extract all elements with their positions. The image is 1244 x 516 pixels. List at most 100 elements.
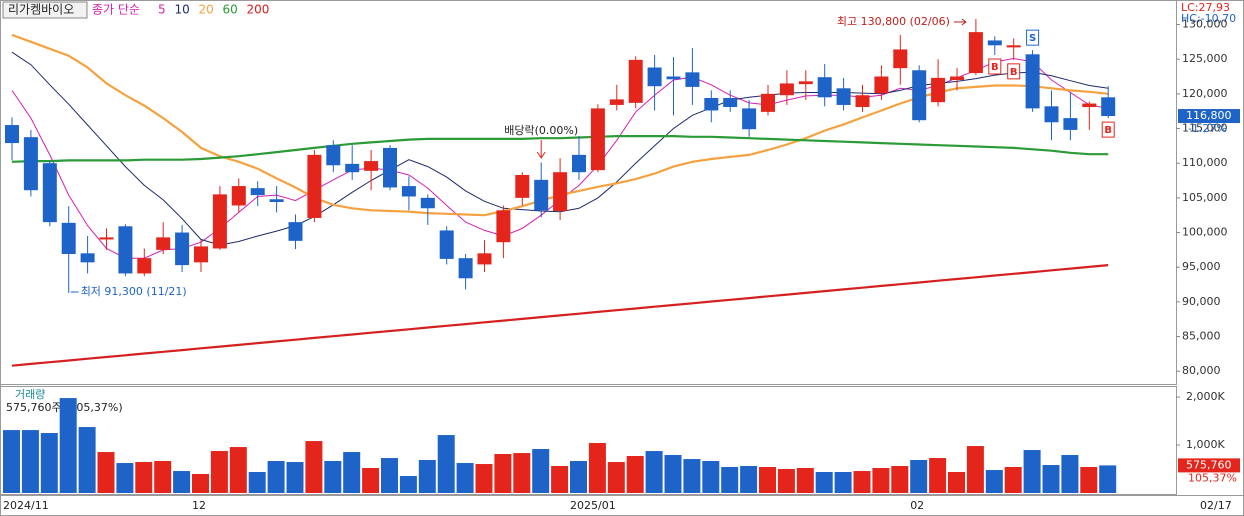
legend-entry: 60 xyxy=(223,3,238,17)
y-tick-label: 105,000 xyxy=(1182,191,1228,204)
signal-box xyxy=(988,58,1002,75)
candle-body xyxy=(704,98,719,111)
volume-bar xyxy=(929,458,947,493)
title-box xyxy=(2,1,88,19)
candle-body xyxy=(23,137,38,191)
candle-body xyxy=(401,186,416,197)
volume-bar xyxy=(116,463,134,493)
candle-body xyxy=(723,98,738,108)
volume-bar xyxy=(1042,465,1060,493)
candle-body xyxy=(798,81,813,85)
x-tick-label: 02 xyxy=(910,499,924,512)
high-annotation: 최고 130,800 (02/06) xyxy=(837,15,950,28)
candle-body xyxy=(231,186,246,206)
volume-bar xyxy=(21,430,39,493)
y-tick-label: 110,000 xyxy=(1182,156,1228,169)
lc-label: LC:27,93 xyxy=(1181,1,1230,14)
candle-body xyxy=(194,246,208,263)
x-tick-label: 2025/01 xyxy=(570,499,616,512)
volume-bar xyxy=(966,446,984,493)
volume-bar xyxy=(815,471,833,493)
volume-bar xyxy=(1004,467,1022,493)
candle-body xyxy=(761,93,775,112)
dividend-arrow xyxy=(536,140,546,159)
candle-body xyxy=(590,108,605,171)
candle-body xyxy=(1101,97,1116,117)
candle-body xyxy=(1025,54,1040,109)
volume-panel xyxy=(0,386,1177,495)
candle-body xyxy=(326,145,341,166)
candle-body xyxy=(364,161,379,171)
candle-body xyxy=(836,88,851,105)
y-tick-label: 95,000 xyxy=(1182,260,1221,273)
candle-body xyxy=(987,40,1002,46)
hc-label: HC:-10,70 xyxy=(1181,12,1236,25)
volume-bar xyxy=(475,464,493,493)
volume-bar xyxy=(513,453,531,493)
volume-bar xyxy=(437,435,455,493)
candle-body xyxy=(345,163,360,173)
volume-bar xyxy=(891,465,909,493)
candle-body xyxy=(742,108,757,130)
candle-body xyxy=(288,222,303,241)
candle-body xyxy=(1044,106,1059,123)
volume-bar xyxy=(740,465,758,493)
signal-box xyxy=(1007,63,1021,80)
signal-box xyxy=(1101,121,1115,138)
candle-body xyxy=(685,72,700,87)
volume-bar xyxy=(702,461,720,493)
y-tick-label: 125,000 xyxy=(1182,52,1228,65)
y-tick-label: 90,000 xyxy=(1182,295,1221,308)
volume-bar xyxy=(324,461,342,493)
volume-bar xyxy=(872,468,890,493)
dividend-annotation: 배당락(0.00%) xyxy=(504,124,578,137)
candle-body xyxy=(817,77,832,98)
candle-body xyxy=(156,237,171,250)
volume-bar xyxy=(626,456,644,493)
candle-body xyxy=(912,70,927,121)
candle-body xyxy=(572,154,586,173)
y-tick-label: 115,000 xyxy=(1182,122,1228,135)
volume-bar xyxy=(210,451,228,493)
volume-bar xyxy=(721,467,739,493)
volume-bar xyxy=(607,462,625,493)
candle-body xyxy=(779,83,794,96)
candle-body xyxy=(212,194,227,249)
candle-body xyxy=(893,49,908,69)
volume-tag-label: 575,760 xyxy=(1186,458,1232,471)
high-arrow xyxy=(953,18,967,26)
volume-bar xyxy=(97,452,115,493)
y-tick-label: 80,000 xyxy=(1182,364,1221,377)
last-date: 02/17 xyxy=(1200,499,1232,512)
candle-body xyxy=(269,199,284,203)
volume-bar xyxy=(853,471,871,493)
volume-bar xyxy=(551,465,569,493)
volume-bar xyxy=(343,452,361,493)
candle-body xyxy=(250,188,265,196)
y-tick-label: 1,000K xyxy=(1186,438,1225,451)
y-tick-label: 130,000 xyxy=(1182,17,1228,30)
volume-bar xyxy=(494,454,512,493)
legend-entry: 5 xyxy=(158,3,166,17)
volume-bar xyxy=(192,474,209,493)
candle-body xyxy=(931,77,946,103)
ma-line xyxy=(11,135,1109,163)
volume-bar xyxy=(40,433,58,493)
volume-bar xyxy=(910,460,928,493)
candle-body xyxy=(137,258,152,274)
y-tick-label: 2,000K xyxy=(1186,390,1225,403)
volume-bar xyxy=(1099,465,1117,493)
candle-body xyxy=(855,95,870,108)
legend-entry: 20 xyxy=(199,3,214,17)
price-tag xyxy=(1178,109,1240,124)
signal-box xyxy=(1026,29,1040,46)
stock-name: 리가켐바이오 xyxy=(8,3,74,17)
price-tag-label: 116,800 xyxy=(1186,109,1232,122)
volume-bar xyxy=(645,451,663,493)
candle-body xyxy=(61,222,76,255)
candle-body xyxy=(5,125,19,144)
volume-bar xyxy=(985,470,1003,493)
candle-body xyxy=(628,59,643,103)
candle-body xyxy=(1063,118,1078,130)
